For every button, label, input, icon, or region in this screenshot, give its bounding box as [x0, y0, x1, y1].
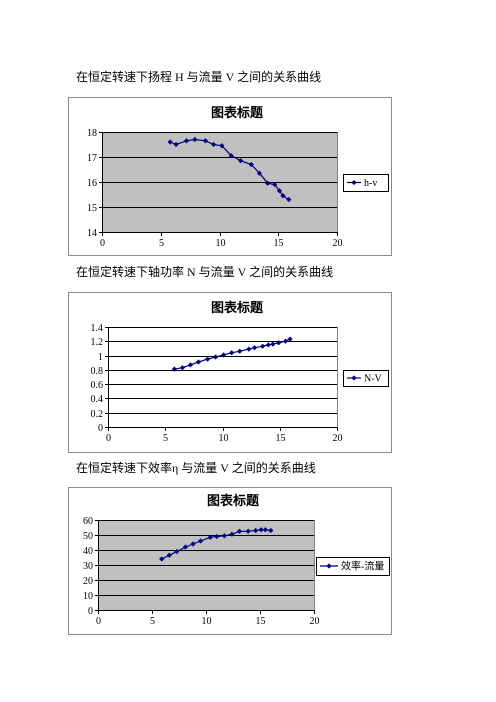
x-tick-label: 15	[276, 433, 286, 444]
data-point-16	[286, 196, 292, 203]
y-tick-label: 17	[87, 153, 97, 164]
x-tick-label: 10	[219, 433, 229, 444]
data-point-2	[173, 141, 179, 148]
y-tick-label: 1	[98, 352, 103, 363]
x-tick-label: 10	[216, 238, 226, 249]
legend-box	[343, 174, 389, 192]
plot-area	[108, 327, 338, 428]
data-point-8	[214, 533, 220, 540]
legend-marker	[351, 375, 357, 381]
y-tick-label: 1.2	[91, 337, 104, 348]
y-tick-label: 0	[98, 423, 103, 434]
data-point-2	[179, 365, 186, 371]
data-point-13	[272, 181, 278, 188]
data-point-6	[198, 538, 204, 544]
data-point-6	[211, 141, 217, 148]
legend-box	[316, 557, 390, 576]
y-tick-label: 14	[87, 228, 97, 239]
x-tick-label: 0	[96, 616, 101, 627]
data-point-10	[229, 531, 235, 537]
chart-efficiency-vs-flow-svg: 图表标题 0 10 20 30 40 50 60 0 5 10 15 20 效率-流量	[68, 487, 392, 635]
data-point-14	[276, 188, 283, 194]
data-point-11	[256, 170, 263, 176]
data-point-16	[268, 527, 274, 534]
y-tick-label: 16	[87, 178, 97, 189]
data-point-3	[184, 138, 190, 144]
y-tick-label: 15	[87, 203, 97, 214]
data-point-7	[207, 534, 213, 540]
chart-head-vs-flow-svg: 图表标题 14 15 16 17 18 0 5 10 15 20 h-v	[68, 97, 392, 256]
chart-head-vs-flow: 图表标题 14 15 16 17 18 0 5 10 15 20 h-v	[68, 97, 392, 256]
y-tick-label: 0.6	[91, 380, 104, 391]
legend-label: h-v	[364, 178, 377, 189]
x-tick-label: 15	[256, 616, 266, 627]
data-point-7	[219, 143, 225, 149]
chart-title: 图表标题	[211, 105, 264, 121]
data-point-8	[228, 153, 234, 159]
data-point-4	[195, 359, 202, 365]
data-point-14	[258, 527, 264, 533]
x-tick-label: 5	[159, 238, 164, 249]
data-point-4	[182, 544, 189, 550]
legend-label: N-V	[364, 374, 383, 385]
y-tick-label: 30	[83, 561, 93, 572]
data-point-5	[190, 541, 196, 547]
x-tick-label: 5	[150, 616, 155, 627]
y-tick-label: 0.8	[91, 366, 104, 377]
legend-marker	[326, 563, 332, 569]
x-tick-label: 20	[333, 238, 343, 249]
y-tick-label: 0.2	[91, 409, 104, 420]
caption-power-flow-curve: 在恒定转速下轴功率 N 与流量 V 之间的关系曲线	[76, 265, 334, 279]
x-tick-label: 20	[333, 433, 343, 444]
x-tick-label: 10	[202, 616, 212, 627]
x-tick-label: 15	[274, 238, 284, 249]
data-point-6	[213, 354, 219, 360]
series-line	[161, 529, 271, 560]
chart-title: 图表标题	[211, 300, 264, 316]
x-tick-label: 20	[310, 616, 320, 627]
data-point-9	[238, 158, 244, 164]
legend-box	[343, 370, 389, 387]
y-tick-label: 20	[83, 576, 93, 587]
x-tick-label: 5	[163, 433, 168, 444]
data-point-11	[236, 528, 243, 534]
chart-power-vs-flow-svg: 图表标题 0 0.2 0.4 0.6 0.8 1 1.2 1.4 0 5 10 15 20 N-V	[68, 292, 392, 453]
data-point-12	[265, 180, 271, 186]
data-point-10	[248, 161, 254, 168]
y-tick-label: 50	[83, 531, 93, 542]
caption-head-flow-curve: 在恒定转速下扬程 H 与流量 V 之间的关系曲线	[76, 70, 322, 84]
legend-label: 效率-流量	[341, 560, 384, 573]
y-tick-label: 10	[83, 591, 93, 602]
y-tick-label: 0	[88, 606, 93, 617]
data-point-5	[202, 138, 208, 144]
caption-efficiency-flow-curve: 在恒定转速下效率η 与流量 V 之间的关系曲线	[76, 461, 316, 475]
y-tick-label: 1.4	[91, 323, 104, 334]
legend-marker	[351, 179, 357, 186]
data-point-1	[159, 556, 165, 562]
chart-power-vs-flow: 图表标题 0 0.2 0.4 0.6 0.8 1 1.2 1.4 0 5 10 15 20 N-V	[68, 292, 392, 453]
x-tick-label: 0	[100, 238, 105, 249]
data-point-3	[174, 548, 180, 555]
y-tick-label: 40	[83, 546, 93, 557]
y-tick-label: 0.4	[91, 394, 104, 405]
chart-title: 图表标题	[207, 493, 260, 509]
data-point-2	[166, 552, 172, 558]
series-line	[169, 138, 290, 201]
chart-efficiency-vs-flow: 图表标题 0 10 20 30 40 50 60 0 5 10 15 20 效率-流量	[68, 487, 392, 635]
y-tick-label: 60	[83, 516, 93, 527]
data-point-12	[245, 528, 251, 534]
data-point-1	[167, 139, 173, 145]
x-tick-label: 0	[106, 433, 111, 444]
y-tick-label: 18	[87, 128, 97, 139]
data-point-4	[192, 136, 198, 143]
data-point-15	[280, 193, 286, 199]
data-point-9	[221, 533, 227, 539]
